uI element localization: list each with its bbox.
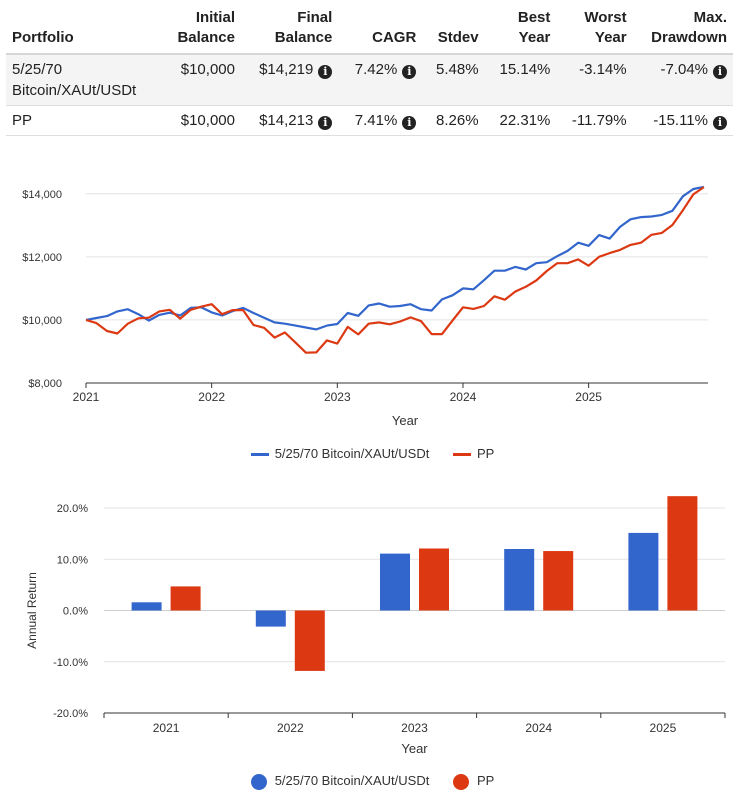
worst-year: -3.14%: [556, 54, 633, 106]
bar-5-25-70: [131, 602, 162, 611]
legend-item-series-1[interactable]: 5/25/70 Bitcoin/XAUt/USDt: [250, 446, 430, 462]
bar-5-25-70: [504, 549, 535, 611]
x-tick-label: 2024: [450, 390, 477, 404]
info-icon[interactable]: i: [318, 65, 333, 79]
bar-5-25-70: [380, 553, 410, 611]
bar-pp: [419, 548, 449, 611]
legend-label: 5/25/70 Bitcoin/XAUt/USDt: [274, 773, 430, 789]
x-tick-label: 2023: [401, 721, 428, 735]
info-icon[interactable]: i: [713, 116, 727, 130]
annual-return-bar-chart: -20.0% -10.0% 0.0% 10.0% 20.0% Annual Return 2…: [25, 496, 726, 756]
legend-dot-swatch-icon: [452, 773, 469, 790]
y-tick-label: -10.0%: [53, 657, 88, 669]
info-icon[interactable]: i: [402, 65, 417, 79]
stdev: 8.26%: [422, 105, 485, 136]
portfolio-name: PP: [6, 105, 162, 136]
header-cagr: CAGR: [338, 6, 423, 55]
y-tick-label: $14,000: [22, 189, 62, 201]
max-drawdown: -7.04% i: [632, 54, 733, 106]
initial-balance: $10,000: [161, 105, 241, 136]
y-tick-label: 0.0%: [63, 606, 88, 618]
header-portfolio: Portfolio: [6, 6, 162, 55]
cagr: 7.42% i: [338, 54, 423, 106]
portfolio-name: 5/25/70 Bitcoin/XAUt/USDt: [6, 54, 162, 106]
bar-5-25-70: [255, 610, 286, 627]
bar-pp: [294, 610, 325, 671]
bar-5-25-70: [628, 532, 659, 611]
line-chart-legend: 5/25/70 Bitcoin/XAUt/USDt PP: [0, 445, 745, 461]
legend-label: PP: [476, 446, 495, 462]
summary-table: Portfolio Initial Balance Final Balance CA…: [6, 6, 733, 136]
header-stdev: Stdev: [422, 6, 485, 55]
legend-label: 5/25/70 Bitcoin/XAUt/USDt: [274, 446, 430, 462]
x-tick-label: 2022: [277, 721, 304, 735]
header-initial-balance: Initial Balance: [161, 6, 241, 55]
x-tick-label: 2024: [525, 721, 552, 735]
initial-balance: $10,000: [161, 54, 241, 106]
header-final-balance: Final Balance: [240, 6, 339, 55]
info-icon[interactable]: i: [713, 65, 727, 79]
info-icon[interactable]: i: [318, 116, 333, 130]
x-tick-label: 2025: [575, 390, 602, 404]
bar-pp: [667, 496, 698, 611]
worst-year: -11.79%: [556, 105, 633, 136]
stdev: 5.48%: [422, 54, 485, 106]
bar-pp: [543, 551, 574, 611]
x-tick-label: 2021: [153, 721, 180, 735]
header-worst-year: Worst Year: [556, 6, 633, 55]
bar-chart-legend: 5/25/70 Bitcoin/XAUt/USDt PP: [0, 773, 745, 790]
header-best-year: Best Year: [484, 6, 557, 55]
best-year: 15.14%: [484, 54, 557, 106]
y-tick-label: 10.0%: [57, 554, 88, 566]
header-max-drawdown: Max. Drawdown: [632, 6, 733, 55]
x-axis-title: Year: [392, 413, 419, 428]
x-tick-label: 2021: [73, 390, 100, 404]
table-row: PP $10,000 $14,213 i 7.41% i 8.26% 22.31% …: [6, 105, 733, 136]
info-icon[interactable]: i: [402, 116, 417, 130]
legend-item-series-2[interactable]: PP: [452, 773, 495, 790]
y-tick-label: $12,000: [22, 252, 62, 264]
y-axis-title: Annual Return: [25, 572, 39, 649]
y-tick-label: $8,000: [28, 378, 62, 390]
max-drawdown: -15.11% i: [632, 105, 733, 136]
best-year: 22.31%: [484, 105, 557, 136]
final-balance: $14,219 i: [240, 54, 339, 106]
cagr: 7.41% i: [338, 105, 423, 136]
series-line-pp: [85, 186, 705, 354]
final-balance: $14,213 i: [240, 105, 339, 136]
bar-pp: [170, 586, 201, 611]
series-line-5-25-70: [85, 185, 705, 331]
y-tick-label: -20.0%: [53, 708, 88, 720]
legend-item-series-1[interactable]: 5/25/70 Bitcoin/XAUt/USDt: [250, 773, 430, 790]
legend-item-series-2[interactable]: PP: [452, 446, 495, 462]
x-tick-label: 2022: [198, 390, 225, 404]
x-tick-label: 2023: [324, 390, 351, 404]
legend-label: PP: [476, 773, 495, 789]
legend-dot-swatch-icon: [250, 773, 267, 790]
table-row: 5/25/70 Bitcoin/XAUt/USDt $10,000 $14,219…: [6, 54, 733, 106]
y-tick-label: $10,000: [22, 315, 62, 327]
growth-line-chart: $8,000 $10,000 $12,000 $14,000 2021 2022 2023 2…: [22, 185, 708, 428]
table-header-row: Portfolio Initial Balance Final Balance CA…: [6, 6, 733, 55]
y-tick-label: 20.0%: [57, 503, 88, 515]
x-axis-title: Year: [401, 741, 428, 756]
legend-line-swatch-icon: [250, 453, 269, 457]
x-tick-label: 2025: [650, 721, 677, 735]
legend-line-swatch-icon: [452, 453, 471, 457]
